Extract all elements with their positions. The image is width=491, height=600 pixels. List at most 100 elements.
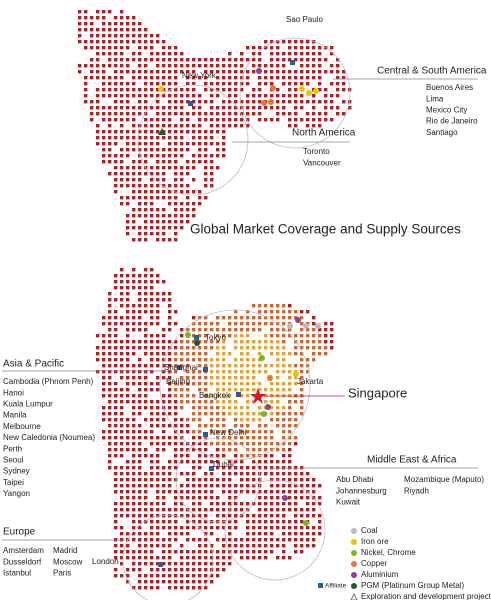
map-dot: [102, 154, 106, 158]
map-dot: [168, 100, 172, 104]
map-dot: [282, 418, 286, 422]
map-dot: [318, 328, 322, 332]
map-dot: [192, 448, 196, 452]
map-dot: [198, 502, 202, 506]
map-dot: [108, 22, 112, 26]
map-dot: [216, 460, 220, 464]
map-dot: [150, 94, 154, 98]
map-dot: [156, 334, 160, 338]
map-dot: [276, 322, 280, 326]
hub-label: Jakarta: [297, 377, 324, 386]
map-dot: [162, 70, 166, 74]
map-dot: [144, 364, 148, 368]
map-dot: [216, 316, 220, 320]
map-dot: [168, 166, 172, 170]
map-dot: [108, 58, 112, 62]
map-dot: [222, 400, 226, 404]
map-dot: [198, 376, 202, 380]
map-dot: [90, 76, 94, 80]
map-dot: [186, 526, 190, 530]
map-dot: [240, 52, 244, 56]
map-dot: [150, 298, 154, 302]
map-dot: [102, 334, 106, 338]
map-dot: [216, 430, 220, 434]
map-dot: [126, 436, 130, 440]
map-dot: [186, 562, 190, 566]
map-dot: [180, 328, 184, 332]
map-dot: [186, 196, 190, 200]
map-dot: [246, 484, 250, 488]
map-dot: [246, 472, 250, 476]
map-dot: [186, 388, 190, 392]
map-dot: [294, 106, 298, 110]
map-dot: [108, 358, 112, 362]
map-dot: [102, 22, 106, 26]
map-dot: [270, 364, 274, 368]
map-dot: [162, 418, 166, 422]
map-dot: [174, 466, 178, 470]
map-dot: [246, 556, 250, 560]
map-dot: [168, 580, 172, 584]
map-dot: [192, 502, 196, 506]
map-dot: [210, 124, 214, 128]
map-dot: [246, 478, 250, 482]
map-dot: [84, 82, 88, 86]
map-dot: [222, 358, 226, 362]
map-dot: [318, 502, 322, 506]
map-dot: [204, 538, 208, 542]
map-dot: [102, 118, 106, 122]
map-dot: [282, 364, 286, 368]
map-dot: [300, 382, 304, 386]
map-dot: [150, 220, 154, 224]
map-dot: [258, 442, 262, 446]
map-dot: [120, 574, 124, 578]
map-dot: [288, 526, 292, 530]
city-name: Toronto: [303, 147, 330, 156]
map-dot: [270, 316, 274, 320]
map-dot: [204, 400, 208, 404]
map-dot: [210, 106, 214, 110]
map-dot: [126, 202, 130, 206]
map-dot: [186, 328, 190, 332]
map-dot: [312, 544, 316, 548]
map-title: Global Market Coverage and Supply Source…: [190, 222, 461, 237]
map-dot: [192, 112, 196, 116]
map-dot: [150, 214, 154, 218]
map-dot: [306, 484, 310, 488]
map-dot: [150, 40, 154, 44]
map-dot: [204, 130, 208, 134]
map-dot: [210, 340, 214, 344]
map-dot: [180, 358, 184, 362]
map-dot: [186, 220, 190, 224]
map-dot: [252, 484, 256, 488]
map-dot: [312, 112, 316, 116]
map-dot: [138, 376, 142, 380]
map-dot: [174, 460, 178, 464]
city-name: Kuala Lumpur: [3, 400, 53, 409]
map-dot: [108, 82, 112, 86]
map-dot: [210, 412, 214, 416]
map-dot: [192, 202, 196, 206]
map-dot: [258, 544, 262, 548]
map-dot: [162, 94, 166, 98]
map-dot: [114, 154, 118, 158]
map-dot: [168, 490, 172, 494]
map-dot: [198, 412, 202, 416]
map-dot: [144, 154, 148, 158]
map-dot: [204, 436, 208, 440]
map-dot: [246, 544, 250, 548]
map-dot: [300, 550, 304, 554]
map-dot: [174, 238, 178, 242]
map-dot: [144, 172, 148, 176]
map-dot: [198, 94, 202, 98]
map-dot: [126, 544, 130, 548]
map-dot: [210, 346, 214, 350]
map-dot: [240, 358, 244, 362]
map-dot: [204, 406, 208, 410]
map-dot: [144, 268, 148, 272]
legend-label: Nickel, Chrome: [361, 548, 416, 557]
map-dot: [180, 532, 184, 536]
map-dot: [210, 532, 214, 536]
map-dot: [138, 148, 142, 152]
